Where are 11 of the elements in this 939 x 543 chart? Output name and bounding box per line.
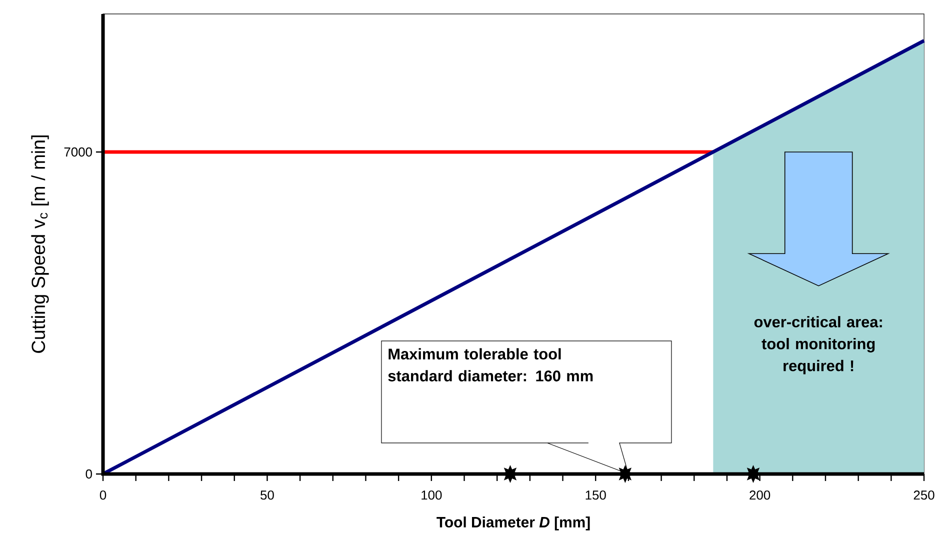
x-tick-label: 100 (422, 490, 442, 500)
x-axis-title: Tool Diameter D [mm] (436, 516, 590, 530)
annotation: Maximum tolerable tool standard diameter: 160 mm (388, 348, 593, 382)
x-tick-label: 50 (260, 490, 274, 500)
x-tick-label: 0 (100, 490, 106, 500)
x-tick-label: 150 (586, 490, 606, 500)
x-tick-label: 200 (750, 490, 770, 500)
y-tick-label: 7000 (64, 147, 92, 157)
y-axis-title: Cutting Speed v$_{c}$ [m / min] (31, 136, 49, 353)
band-label: over-critical area: tool monitoring required ! (754, 316, 882, 374)
x-tick-label: 250 (914, 490, 934, 500)
